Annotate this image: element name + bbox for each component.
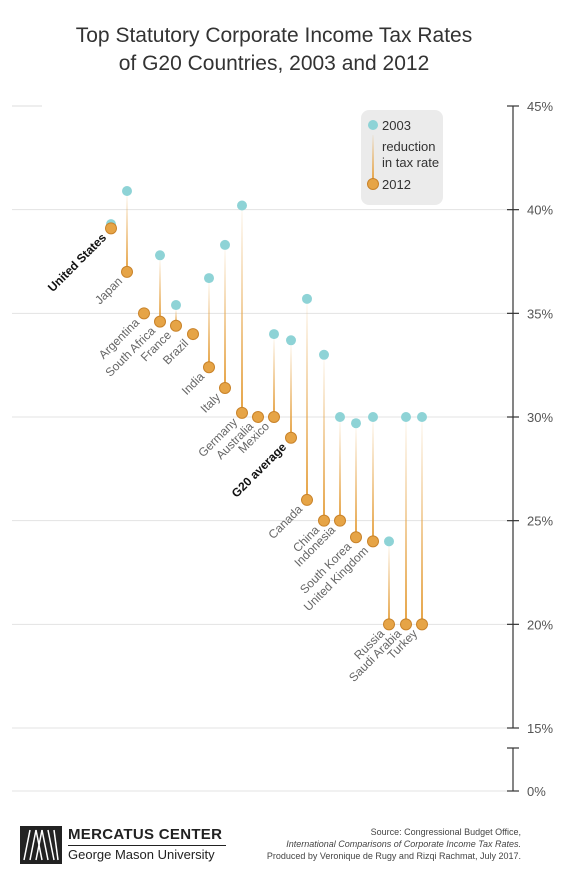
point-2012 [400, 618, 412, 631]
point-2012 [285, 431, 297, 444]
reduction-line [388, 546, 390, 625]
point-2012 [138, 307, 150, 320]
y-tick-label: 40% [527, 203, 553, 218]
point-2012 [367, 535, 379, 548]
reduction-line [273, 339, 275, 417]
mercatus-logo-mark [20, 826, 62, 864]
source-note: Source: Congressional Budget Office, Int… [267, 826, 521, 862]
point-2012 [203, 361, 215, 374]
source-line-1: Source: Congressional Budget Office, [370, 827, 521, 837]
chart-title-line-1: Top Statutory Corporate Income Tax Rates [75, 24, 473, 47]
legend-box [361, 110, 443, 205]
source-publication: International Comparisons of Corporate I… [286, 839, 521, 849]
y-tick-label: 45% [527, 99, 553, 114]
legend-reduction-label-line-1: reduction [382, 139, 435, 154]
point-2012 [416, 618, 428, 631]
category-label: United States [45, 230, 109, 294]
y-tick-label: 25% [527, 514, 553, 529]
point-2012 [154, 315, 166, 328]
category-label: India [179, 369, 208, 398]
legend-reduction-line [372, 135, 374, 181]
reduction-line [159, 260, 161, 322]
source-line-2: International Comparisons of Corporate I… [267, 838, 521, 850]
logo-subtitle: George Mason University [68, 847, 215, 862]
point-2003 [269, 329, 279, 340]
y-tick-label: 35% [527, 306, 553, 321]
point-2003 [351, 418, 361, 429]
point-2003 [368, 412, 378, 422]
point-2003 [220, 239, 230, 250]
y-tick-label: 15% [527, 721, 553, 736]
reduction-line [290, 345, 292, 438]
point-2012 [187, 328, 199, 341]
legend-2012-label: 2012 [382, 177, 411, 192]
point-2012 [383, 618, 395, 631]
point-2012 [121, 265, 133, 278]
point-2003 [122, 186, 132, 197]
point-2012 [236, 406, 248, 419]
point-2012 [252, 411, 264, 423]
reduction-line [421, 422, 423, 625]
point-2012 [301, 493, 313, 506]
source-line-3: Produced by Veronique de Rugy and Rizqi … [266, 851, 521, 861]
legend-2003-label: 2003 [382, 118, 411, 133]
reduction-line [241, 210, 243, 413]
reduction-line [224, 249, 226, 388]
legend-2012-marker [367, 178, 379, 190]
point-2003 [335, 412, 345, 422]
reduction-line [323, 359, 325, 521]
reduction-line [126, 196, 128, 272]
reduction-line [208, 283, 210, 368]
point-2012 [268, 411, 280, 423]
chart-title: Top Statutory Corporate Income Tax Rates… [0, 22, 548, 78]
point-2012 [334, 514, 346, 527]
mercatus-logo: MERCATUS CENTER George Mason University [20, 826, 240, 866]
point-2003 [319, 349, 329, 360]
point-2012 [318, 514, 330, 527]
reduction-line [306, 303, 308, 500]
category-label: Italy [198, 390, 223, 415]
logo-name: MERCATUS CENTER [68, 826, 223, 843]
logo-rule [68, 845, 226, 846]
point-2012 [105, 222, 117, 235]
point-2003 [417, 412, 427, 422]
point-2003 [171, 300, 181, 311]
reduction-line [339, 422, 341, 521]
legend-reduction-label: reduction in tax rate [382, 139, 439, 170]
point-2012 [219, 381, 231, 394]
point-2003 [155, 250, 165, 261]
legend-2003-marker [368, 120, 378, 130]
point-2003 [204, 273, 214, 284]
point-2003 [237, 200, 247, 211]
y-tick-label: 20% [527, 617, 553, 632]
point-2012 [350, 531, 362, 544]
point-2003 [401, 412, 411, 422]
y-tick-label-zero: 0% [527, 784, 546, 799]
point-2003 [286, 335, 296, 346]
y-tick-label: 30% [527, 410, 553, 425]
reduction-line [372, 422, 374, 542]
reduction-line [355, 428, 357, 538]
reduction-line [175, 310, 177, 326]
legend-reduction-label-line-2: in tax rate [382, 155, 439, 170]
point-2012 [170, 319, 182, 332]
point-2003 [302, 293, 312, 304]
reduction-line [405, 422, 407, 625]
category-label: Japan [92, 274, 125, 307]
chart-title-line-2: of G20 Countries, 2003 and 2012 [118, 52, 430, 75]
point-2003 [384, 536, 394, 547]
legend: 2003 reduction in tax rate 2012 [361, 110, 443, 205]
